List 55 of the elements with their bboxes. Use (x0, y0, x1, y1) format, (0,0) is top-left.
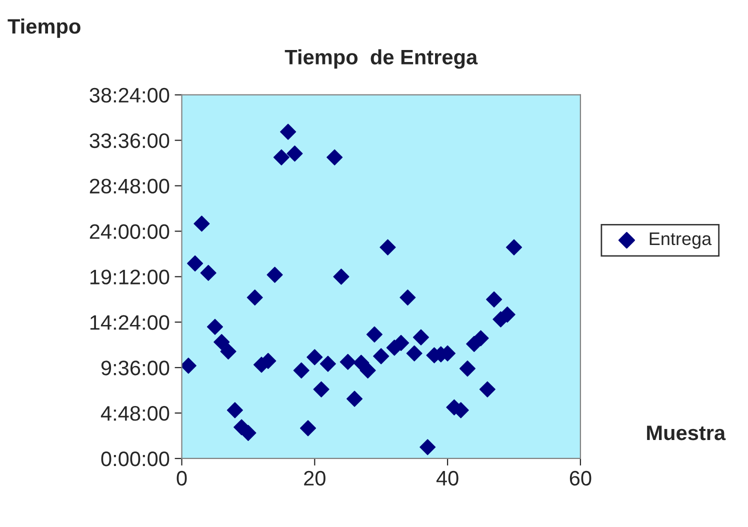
point (300, 420, 316, 436)
point (486, 291, 502, 308)
point (280, 124, 296, 140)
point (320, 356, 336, 372)
point (340, 354, 356, 370)
point (313, 381, 330, 398)
y-tick-label: 14:24:00 (90, 315, 170, 330)
x-axis-title: Muestra (647, 426, 726, 440)
point (226, 402, 243, 418)
point (353, 354, 370, 371)
y-tick-label: 9:36:00 (101, 360, 170, 376)
point (182, 358, 196, 374)
y-tick-label: 19:12:00 (90, 270, 170, 284)
legend-label: Entrega (650, 232, 712, 249)
point (412, 329, 430, 346)
y-tick-label: 28:48:00 (90, 178, 170, 194)
x-tick-label: 40 (436, 470, 458, 486)
y-axis-title: Tiempo (8, 18, 80, 38)
point (346, 390, 363, 407)
y-tick-label: 0:00:00 (101, 451, 170, 466)
x-tick-label: 60 (570, 470, 592, 486)
point (273, 149, 290, 166)
y-tick-label: 24:00:00 (90, 224, 170, 239)
point (360, 362, 376, 378)
point (373, 348, 390, 364)
point (246, 289, 263, 306)
point (459, 360, 476, 377)
y-tick-label: 4:48:00 (100, 406, 170, 421)
point (506, 239, 522, 256)
point (220, 343, 236, 360)
point (366, 326, 382, 342)
point (194, 216, 210, 232)
point (200, 264, 216, 281)
point (380, 239, 396, 256)
point (306, 349, 323, 366)
y-tick-label: 38:24:00 (90, 88, 170, 103)
point (400, 289, 416, 306)
point (406, 345, 422, 362)
x-tick-label: 0 (176, 470, 187, 486)
point (214, 334, 230, 350)
point (479, 381, 496, 398)
point (286, 146, 303, 162)
y-tick-label: 33:36:00 (90, 133, 170, 148)
point (393, 334, 410, 351)
point (206, 318, 224, 335)
point (266, 266, 283, 283)
point (420, 439, 436, 456)
point (187, 255, 204, 272)
point (472, 330, 489, 346)
x-tick-label: 20 (304, 470, 326, 486)
point (293, 362, 310, 378)
point (333, 268, 350, 285)
chart-title: Tiempo de Entrega (284, 49, 478, 69)
point (326, 149, 343, 166)
point (240, 424, 256, 441)
